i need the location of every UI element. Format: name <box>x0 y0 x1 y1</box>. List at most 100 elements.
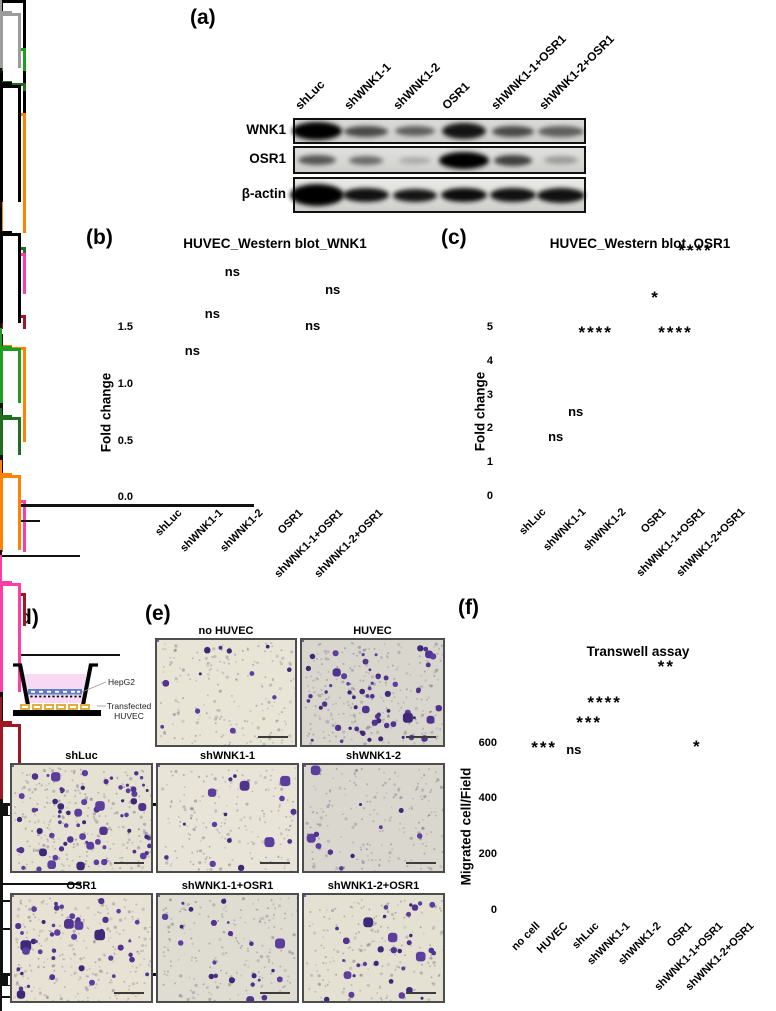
y-tick-label: 3 <box>486 388 493 401</box>
stained-cells <box>12 895 14 897</box>
transfected-annotation: Transfected <box>106 701 152 711</box>
band-β-actin-lane3 <box>393 188 437 202</box>
error-bar-HUVEC <box>0 73 2 83</box>
y-tick <box>0 810 8 813</box>
y-tick <box>0 975 8 979</box>
micrograph-label-shWNK1-1+OSR1: shWNK1-1+OSR1 <box>181 879 274 892</box>
y-tick <box>0 812 8 815</box>
significance-label: ns <box>325 281 341 297</box>
blot-row-label-β-actin: β-actin <box>241 186 286 201</box>
band-β-actin-lane5 <box>489 188 536 202</box>
significance-label: ns <box>305 318 321 334</box>
insert-left-wall <box>18 663 30 706</box>
medium-fill <box>24 674 86 703</box>
error-cap-HUVEC <box>0 82 12 85</box>
plate-bottom <box>13 710 101 716</box>
y-tick-label: 0.0 <box>117 491 133 504</box>
chart-title: Transwell assay <box>586 644 690 659</box>
band-WNK1-lane2 <box>344 125 389 137</box>
bar-shLuc <box>0 232 21 323</box>
error-cap-shWNK1-1+OSR1 <box>0 580 12 583</box>
error-cap-shWNK1-2+OSR1 <box>0 721 12 724</box>
significance-label: **** <box>587 693 622 713</box>
blot-strip-WNK1 <box>293 118 586 144</box>
error-cap-shLuc <box>0 230 12 233</box>
error-cap-shWNK1-1 <box>0 345 12 349</box>
band-OSR1-lane2 <box>349 155 384 165</box>
x-tick <box>0 403 2 409</box>
huvec-annotation: HUVEC <box>114 711 144 721</box>
band-β-actin-lane6 <box>537 187 586 203</box>
y-tick-label: 0 <box>486 489 493 502</box>
micrograph-OSR1 <box>10 893 153 1003</box>
stained-cells <box>158 765 160 767</box>
band-β-actin-lane1 <box>290 184 345 206</box>
micrograph-shWNK1-2+OSR1 <box>302 893 445 1003</box>
y-tick-label: 5 <box>486 321 493 334</box>
error-bar-shLuc <box>0 207 2 231</box>
scale-bar <box>114 861 144 864</box>
y-tick <box>0 980 8 983</box>
y-axis <box>0 804 3 973</box>
significance-label: **** <box>658 323 693 343</box>
error-cap-OSR1 <box>0 473 12 476</box>
bar-HUVEC <box>0 84 21 203</box>
micrograph-label-shLuc: shLuc <box>65 749 98 762</box>
error-bar-shWNK1-1+OSR1 <box>0 554 2 581</box>
significance-label: ns <box>204 305 220 321</box>
band-OSR1-lane6 <box>544 156 579 164</box>
significance-label: * <box>651 287 660 307</box>
chart-title: HUVEC_Western blot_WNK1 <box>183 236 367 251</box>
x-tick <box>0 322 2 328</box>
micrograph-shLuc <box>10 763 153 873</box>
micrograph-label-shWNK1-1: shWNK1-1 <box>199 749 255 762</box>
y-tick-label: 200 <box>478 848 497 860</box>
error-cap-shWNK1-2 <box>0 414 12 418</box>
panel-b-letter: (b) <box>86 226 113 249</box>
significance-label: **** <box>678 240 713 260</box>
scale-bar <box>406 735 436 738</box>
band-WNK1-lane4 <box>441 123 486 139</box>
y-tick <box>0 978 8 981</box>
micrograph-shWNK1-1+OSR1 <box>156 893 299 1003</box>
stained-cells <box>12 765 14 767</box>
significance-label: * <box>693 736 702 756</box>
error-bar-shWNK1-2+OSR1 <box>0 696 2 722</box>
band-WNK1-lane3 <box>395 126 435 136</box>
error-cap-OSR1 <box>0 344 12 347</box>
scale-bar <box>260 991 290 994</box>
insert-right-wall <box>81 663 93 706</box>
y-tick-label: 2 <box>486 422 493 435</box>
transwell-diagram: HepG2 Transfected HUVEC <box>8 650 168 730</box>
significance-label: ns <box>224 263 240 279</box>
bar-no cell <box>0 12 21 69</box>
bar-shWNK1-2 <box>0 417 21 455</box>
hepg2-annotation: HepG2 <box>108 677 135 687</box>
significance-label: ns <box>548 428 564 444</box>
micrograph-label-OSR1: OSR1 <box>66 879 97 892</box>
y-tick-label: 400 <box>478 792 497 805</box>
band-WNK1-lane1 <box>292 122 343 140</box>
significance-label: ns <box>566 742 582 758</box>
sig-bracket-arm <box>0 986 2 1011</box>
error-bar-shWNK1-2 <box>0 408 2 415</box>
band-OSR1-lane1 <box>298 155 337 165</box>
micrograph-HUVEC <box>300 638 445 747</box>
panel-e-letter: (e) <box>145 602 171 625</box>
micrograph-shWNK1-2 <box>302 763 445 873</box>
huvec-layer <box>20 704 90 710</box>
error-bar-shWNK1-1 <box>0 327 2 346</box>
sig-bracket-line <box>0 883 81 885</box>
hepg2-leader-line <box>81 681 107 693</box>
micrograph-label-shWNK1-2+OSR1: shWNK1-2+OSR1 <box>327 879 420 892</box>
significance-label: ns <box>184 343 200 359</box>
panel-a-letter: (a) <box>190 6 216 29</box>
chart-title: HUVEC_Western blot_OSR1 <box>549 236 731 251</box>
significance-label: ns <box>568 404 584 420</box>
micrograph-label-no HUVEC: no HUVEC <box>198 624 254 637</box>
bar-shWNK1-1 <box>0 348 21 404</box>
band-WNK1-lane6 <box>538 125 585 137</box>
